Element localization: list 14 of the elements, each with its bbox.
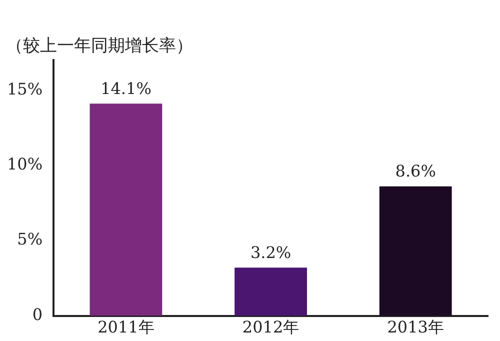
y-tick-label: 15% <box>7 79 43 98</box>
x-tick-label: 2013年 <box>387 318 444 337</box>
bar <box>379 186 452 316</box>
bar <box>234 268 307 316</box>
y-tick-label: 10% <box>7 154 43 174</box>
x-tick-label: 2012年 <box>242 318 300 337</box>
data-label: 8.6% <box>395 162 436 181</box>
y-tick-label: 5% <box>17 230 43 249</box>
y-tick-label: 0 <box>32 304 43 324</box>
y-axis-title: （较上一年同期增长率） <box>6 35 193 57</box>
x-tick-label: 2011年 <box>98 318 154 337</box>
data-label: 3.2% <box>250 242 292 262</box>
data-label: 14.1% <box>100 78 152 98</box>
bar <box>90 104 162 316</box>
